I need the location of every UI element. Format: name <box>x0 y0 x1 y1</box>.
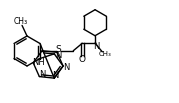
Text: N: N <box>93 42 99 51</box>
Text: S: S <box>56 45 61 54</box>
Text: CH₃: CH₃ <box>99 51 112 57</box>
Text: NH: NH <box>32 58 45 67</box>
Text: N: N <box>63 63 69 71</box>
Text: CH₃: CH₃ <box>14 17 28 26</box>
Text: N: N <box>55 51 61 60</box>
Text: O: O <box>79 56 86 64</box>
Text: N: N <box>52 71 59 80</box>
Text: N: N <box>39 70 45 79</box>
